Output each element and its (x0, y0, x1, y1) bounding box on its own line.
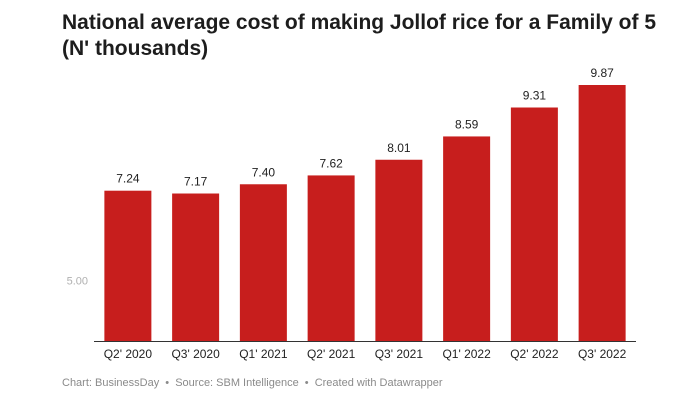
bar (443, 136, 491, 341)
bar-value-label: 9.87 (590, 66, 614, 80)
chart-title: National average cost of making Jollof r… (62, 11, 656, 60)
bar (307, 175, 355, 341)
chart-footer: Chart: BusinessDay • Source: SBM Intelli… (62, 377, 443, 389)
x-tick-label: Q3' 2022 (578, 347, 627, 361)
x-tick-label: Q3' 2020 (171, 347, 220, 361)
bar-value-label: 7.24 (116, 172, 140, 186)
bar-value-label: 7.17 (184, 175, 208, 189)
bar-value-label: 7.40 (252, 165, 276, 179)
bar (375, 159, 423, 341)
footer-created: Created with Datawrapper (314, 377, 443, 389)
footer-separator: • (304, 377, 309, 389)
bar (239, 184, 287, 341)
y-tick-label: 5.00 (67, 276, 88, 288)
footer-separator: • (165, 377, 170, 389)
footer-source: Source: SBM Intelligence (175, 377, 299, 389)
bar-value-label: 7.62 (319, 156, 343, 170)
bar-value-label: 9.31 (523, 89, 547, 103)
bar (172, 193, 220, 341)
bar-value-label: 8.59 (455, 117, 479, 131)
bar (104, 190, 152, 341)
x-tick-label: Q3' 2021 (375, 347, 424, 361)
bar (510, 107, 558, 341)
x-tick-label: Q2' 2022 (510, 347, 559, 361)
x-tick-label: Q2' 2021 (307, 347, 356, 361)
bar (578, 85, 626, 341)
footer-chart-credit: Chart: BusinessDay (62, 377, 160, 389)
bar-value-label: 8.01 (387, 141, 411, 155)
x-tick-label: Q1' 2021 (239, 347, 288, 361)
x-tick-label: Q2' 2020 (104, 347, 153, 361)
x-tick-label: Q1' 2022 (442, 347, 491, 361)
